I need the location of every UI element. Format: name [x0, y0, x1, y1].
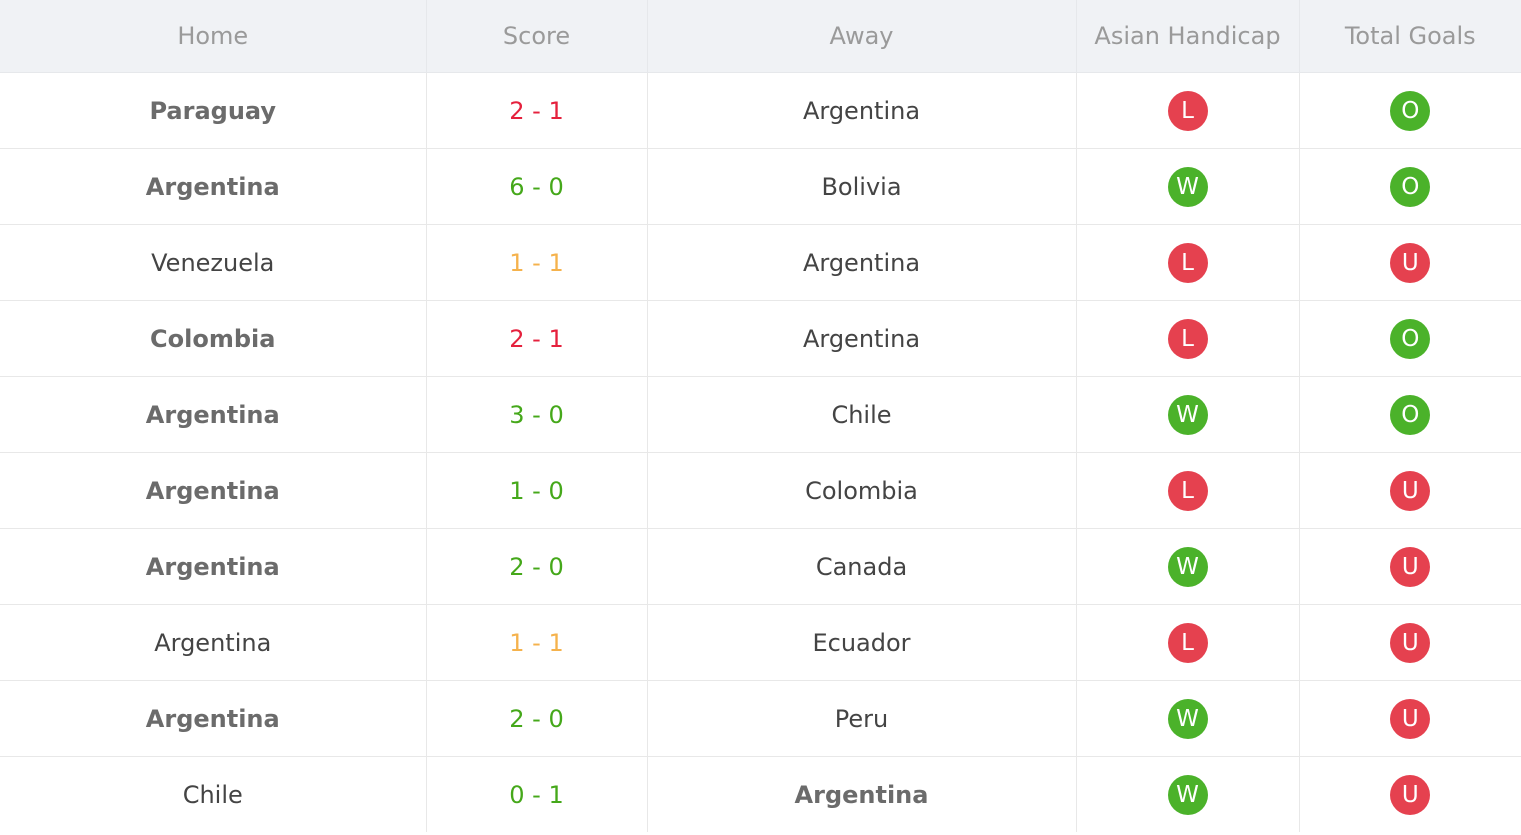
home-team: Colombia	[0, 300, 426, 377]
asian-handicap-badge: L	[1167, 90, 1208, 131]
asian-handicap-badge: L	[1167, 318, 1208, 359]
table-row[interactable]: Argentina 6 - 0 Bolivia W O	[0, 148, 1521, 225]
match-score: 3 - 0	[425, 376, 647, 453]
total-goals-cell: O	[1298, 300, 1521, 377]
match-score: 6 - 0	[425, 148, 647, 225]
header-row: Home Score Away Asian Handicap Total Goa…	[0, 0, 1521, 73]
total-goals-badge: U	[1390, 546, 1431, 587]
column-header-total-goals: Total Goals	[1298, 0, 1521, 73]
table-row[interactable]: Venezuela 1 - 1 Argentina L U	[0, 224, 1521, 301]
asian-handicap-badge: L	[1167, 242, 1208, 283]
table-row[interactable]: Argentina 1 - 1 Ecuador L U	[0, 604, 1521, 681]
match-score: 0 - 1	[425, 756, 647, 832]
home-team: Argentina	[0, 604, 426, 681]
home-team: Argentina	[0, 148, 426, 225]
match-score: 1 - 0	[425, 452, 647, 529]
match-score: 2 - 1	[425, 300, 647, 377]
match-score: 2 - 1	[425, 72, 647, 149]
match-score: 1 - 1	[425, 224, 647, 301]
match-score: 2 - 0	[425, 680, 647, 757]
away-team: Ecuador	[646, 604, 1076, 681]
home-team: Argentina	[0, 376, 426, 453]
away-team: Colombia	[646, 452, 1076, 529]
total-goals-cell: U	[1298, 680, 1521, 757]
asian-handicap-cell: L	[1075, 604, 1299, 681]
home-team: Chile	[182, 780, 243, 809]
total-goals-badge: U	[1390, 470, 1431, 511]
column-header-away: Away	[646, 0, 1076, 73]
home-team: Argentina	[0, 528, 426, 605]
total-goals-badge: O	[1390, 394, 1431, 435]
away-team: Argentina	[646, 300, 1076, 377]
home-team: Argentina	[0, 680, 426, 757]
away-team: Argentina	[646, 756, 1076, 832]
asian-handicap-badge: L	[1167, 470, 1208, 511]
asian-handicap-cell: L	[1075, 452, 1299, 529]
total-goals-cell: U	[1298, 604, 1521, 681]
table-row[interactable]: Argentina 2 - 0 Canada W U	[0, 528, 1521, 605]
total-goals-cell: U	[1298, 756, 1521, 832]
total-goals-badge: U	[1390, 774, 1431, 815]
home-team: Argentina	[0, 452, 426, 529]
column-header-score: Score	[425, 0, 647, 73]
asian-handicap-badge: L	[1167, 622, 1208, 663]
table-row[interactable]: Argentina 1 - 0 Colombia L U	[0, 452, 1521, 529]
total-goals-cell: O	[1298, 148, 1521, 225]
asian-handicap-cell: W	[1075, 376, 1299, 453]
total-goals-cell: U	[1298, 224, 1521, 301]
total-goals-badge: O	[1390, 318, 1431, 359]
away-team: Canada	[646, 528, 1076, 605]
asian-handicap-badge: W	[1167, 394, 1208, 435]
column-header-home: Home	[0, 0, 426, 73]
asian-handicap-badge: W	[1167, 698, 1208, 739]
asian-handicap-cell: W	[1075, 148, 1299, 225]
asian-handicap-cell: L	[1075, 300, 1299, 377]
total-goals-cell: O	[1298, 72, 1521, 149]
asian-handicap-cell: W	[1075, 528, 1299, 605]
total-goals-badge: U	[1390, 698, 1431, 739]
asian-handicap-cell: W	[1075, 680, 1299, 757]
total-goals-badge: U	[1390, 622, 1431, 663]
asian-handicap-badge: W	[1167, 166, 1208, 207]
total-goals-cell: O	[1298, 376, 1521, 453]
total-goals-badge: O	[1390, 166, 1431, 207]
away-team: Chile	[646, 376, 1076, 453]
away-team: Argentina	[646, 72, 1076, 149]
away-team: Argentina	[646, 224, 1076, 301]
away-team: Bolivia	[646, 148, 1076, 225]
total-goals-cell: U	[1298, 528, 1521, 605]
table-row[interactable]: Paraguay 2 - 1 Argentina L O	[0, 72, 1521, 149]
home-team: Venezuela	[0, 224, 426, 301]
asian-handicap-cell: W	[1075, 756, 1299, 832]
table-header: Home Score Away Asian Handicap Total Goa…	[0, 0, 1521, 73]
table-row[interactable]: Chile 0 - 1 Argentina W U	[0, 756, 1521, 832]
asian-handicap-cell: L	[1075, 72, 1299, 149]
asian-handicap-badge: W	[1167, 774, 1208, 815]
table-body: Paraguay 2 - 1 Argentina L O Argentina 6 - 0 Bo…	[0, 72, 1521, 832]
total-goals-badge: O	[1390, 90, 1431, 131]
asian-handicap-cell: L	[1075, 224, 1299, 301]
total-goals-cell: U	[1298, 452, 1521, 529]
table-row[interactable]: Colombia 2 - 1 Argentina L O	[0, 300, 1521, 377]
match-score: 1 - 1	[425, 604, 647, 681]
total-goals-badge: U	[1390, 242, 1431, 283]
match-score: 2 - 0	[425, 528, 647, 605]
table-row[interactable]: Argentina 2 - 0 Peru W U	[0, 680, 1521, 757]
table-row[interactable]: Argentina 3 - 0 Chile W O	[0, 376, 1521, 453]
home-team: Paraguay	[0, 72, 426, 149]
asian-handicap-badge: W	[1167, 546, 1208, 587]
column-header-asian-handicap: Asian Handicap	[1075, 0, 1299, 73]
away-team: Peru	[646, 680, 1076, 757]
